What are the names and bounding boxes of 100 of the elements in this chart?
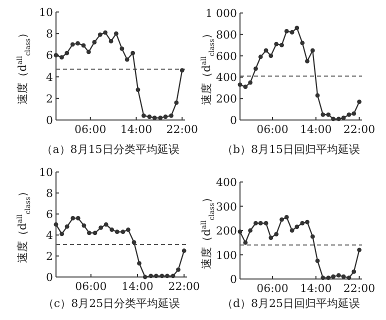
point — [336, 116, 341, 122]
point — [258, 54, 263, 60]
point — [320, 276, 326, 280]
y-tick-label: 1 000 — [206, 7, 237, 20]
x-tick-label: 14:00 — [300, 123, 332, 136]
point — [243, 84, 248, 90]
point — [243, 240, 248, 245]
point — [290, 30, 294, 34]
point — [326, 276, 331, 280]
y-tick-label: 2 — [46, 92, 53, 106]
point — [280, 217, 284, 222]
y-tick-label: 0 — [230, 273, 237, 286]
point — [170, 274, 176, 278]
text: （d）8月25日回归平均延误 — [222, 297, 360, 310]
point — [258, 221, 263, 226]
point — [174, 100, 179, 105]
x-tick-label: 06:00 — [256, 123, 288, 136]
point — [352, 111, 356, 116]
x-tick-label: 22:00 — [343, 123, 376, 136]
point — [274, 232, 279, 236]
x-tick-label: 22:00 — [168, 280, 200, 293]
text: （c）8月25日分类平均延误 — [42, 297, 180, 310]
point — [341, 274, 346, 279]
y-tick-label: 0 — [46, 114, 53, 127]
y-tick-label: 200 — [216, 92, 237, 106]
point — [142, 113, 146, 118]
point — [305, 58, 310, 64]
point — [169, 113, 174, 118]
point — [114, 31, 118, 36]
x-tick-label: 22:00 — [343, 282, 376, 295]
point — [110, 228, 114, 232]
point — [114, 230, 120, 234]
point — [163, 114, 168, 119]
point — [352, 270, 356, 274]
point — [238, 82, 242, 87]
point — [147, 114, 152, 119]
point — [64, 50, 70, 56]
point — [142, 274, 148, 280]
point — [180, 68, 184, 73]
y-tick-label: 300 — [216, 200, 237, 214]
y-tick-label: 10 — [39, 166, 53, 179]
y-tick-label: 6 — [46, 208, 53, 221]
point — [268, 54, 274, 58]
point — [331, 274, 336, 279]
point — [336, 273, 341, 278]
point — [60, 55, 64, 60]
point — [120, 230, 126, 234]
point — [274, 42, 279, 46]
point — [92, 230, 98, 236]
point — [82, 223, 86, 228]
point — [86, 50, 91, 54]
point — [310, 48, 315, 53]
point — [315, 258, 320, 264]
point — [148, 274, 154, 278]
y-tick-label: 200 — [216, 224, 237, 238]
point — [137, 261, 142, 266]
point — [320, 112, 326, 117]
y-tick-label: 0 — [230, 114, 237, 127]
y-tick-label: 800 — [216, 28, 237, 42]
point — [108, 38, 114, 44]
point — [64, 224, 70, 229]
point — [248, 80, 252, 85]
point — [264, 48, 268, 53]
x-tick-label: 14:00 — [120, 123, 152, 136]
y-tick-label: 6 — [46, 49, 53, 62]
point — [70, 216, 76, 220]
text: （a）8月15日分类平均延误 — [42, 143, 180, 156]
point — [176, 267, 180, 272]
y-tick-label: 600 — [216, 50, 237, 63]
point — [315, 93, 320, 98]
point — [92, 40, 97, 44]
point — [81, 43, 86, 48]
point — [357, 100, 362, 104]
y-tick-label: 0 — [46, 271, 53, 284]
y-tick-label: 400 — [216, 71, 237, 84]
point — [160, 274, 164, 278]
point — [76, 216, 80, 220]
point — [126, 228, 130, 232]
point — [254, 221, 258, 226]
point — [98, 32, 102, 37]
point — [254, 66, 258, 71]
point — [60, 232, 64, 236]
point — [132, 240, 136, 245]
point — [103, 30, 108, 35]
point — [165, 274, 170, 278]
y-tick-label: 100 — [216, 248, 237, 262]
y-tick-label: 8 — [46, 28, 53, 41]
point — [182, 248, 186, 253]
point — [280, 42, 284, 48]
point — [284, 28, 289, 34]
x-tick-label: 14:00 — [122, 280, 154, 293]
x-tick-label: 06:00 — [256, 282, 288, 295]
point — [268, 236, 274, 240]
point — [294, 224, 300, 230]
point — [264, 221, 268, 226]
point — [136, 88, 140, 92]
point — [290, 228, 294, 233]
x-tick-label: 14:00 — [300, 282, 332, 295]
point — [70, 42, 75, 47]
point — [300, 221, 305, 226]
